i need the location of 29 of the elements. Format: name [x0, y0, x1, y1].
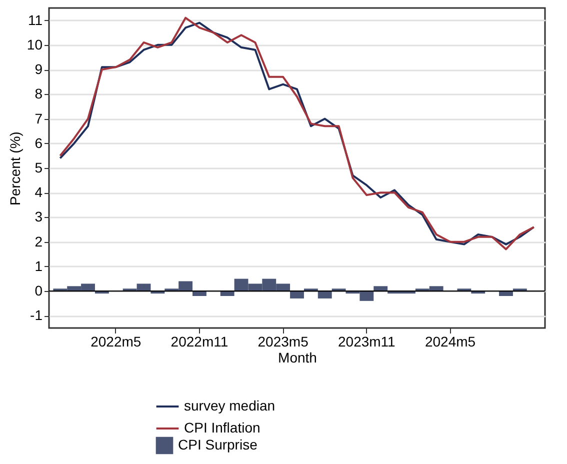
- y-tick-label: 3: [34, 208, 43, 225]
- bar: [318, 291, 332, 298]
- x-axis-title: Month: [278, 350, 317, 366]
- x-tick-label: 2023m5: [258, 334, 309, 350]
- x-tick-label: 2024m5: [424, 334, 476, 350]
- y-tick-label: 5: [34, 160, 43, 176]
- y-tick-label: 8: [34, 86, 43, 102]
- y-tick-label: 10: [26, 36, 43, 52]
- y-tick-label: 2: [34, 233, 43, 250]
- legend-label: CPI Surprise: [178, 436, 258, 452]
- bar: [290, 291, 304, 298]
- legend-label: CPI Inflation: [184, 420, 260, 436]
- bar: [374, 286, 388, 292]
- legend-label: survey median: [184, 398, 276, 414]
- y-tick-label: 7: [34, 110, 43, 126]
- y-tick-label: 9: [34, 61, 43, 78]
- bar: [499, 291, 513, 296]
- bar: [220, 291, 234, 296]
- x-tick-label: 2022m5: [90, 334, 142, 350]
- x-tick-label: 2022m11: [170, 334, 228, 350]
- y-tick-label: 11: [28, 12, 43, 28]
- bar: [192, 291, 206, 296]
- y-axis-title: Percent (%): [6, 132, 23, 206]
- y-tick-label: 0: [34, 282, 43, 299]
- y-tick-label: 6: [34, 134, 43, 151]
- x-tick-label: 2023m11: [338, 334, 396, 350]
- y-tick-label: 4: [34, 184, 43, 200]
- y-tick-label: 1: [34, 258, 43, 274]
- y-tick-label: -1: [30, 307, 43, 324]
